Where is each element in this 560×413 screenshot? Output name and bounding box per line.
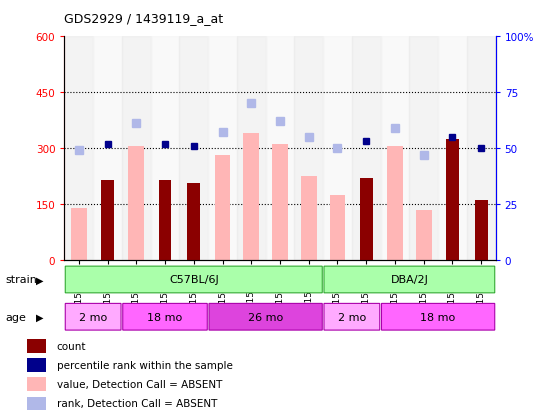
- Bar: [360, 178, 373, 260]
- Bar: [352, 37, 381, 260]
- Bar: [64, 37, 93, 260]
- FancyBboxPatch shape: [66, 304, 121, 330]
- FancyBboxPatch shape: [324, 266, 494, 293]
- Bar: [301, 177, 316, 260]
- Bar: [381, 37, 409, 260]
- Bar: [272, 145, 288, 260]
- Bar: [295, 37, 323, 260]
- Text: value, Detection Call = ABSENT: value, Detection Call = ABSENT: [57, 380, 222, 389]
- Bar: [27, 339, 46, 353]
- Bar: [27, 377, 46, 391]
- Bar: [187, 184, 200, 260]
- Text: count: count: [57, 341, 86, 351]
- Bar: [93, 37, 122, 260]
- Bar: [208, 37, 237, 260]
- Bar: [214, 156, 230, 260]
- FancyBboxPatch shape: [209, 304, 322, 330]
- Bar: [244, 134, 259, 260]
- Text: percentile rank within the sample: percentile rank within the sample: [57, 360, 232, 370]
- Text: DBA/2J: DBA/2J: [390, 275, 428, 285]
- Bar: [122, 37, 151, 260]
- Bar: [27, 396, 46, 411]
- Text: ▶: ▶: [36, 312, 44, 322]
- Bar: [179, 37, 208, 260]
- Bar: [475, 201, 488, 260]
- Text: GDS2929 / 1439119_a_at: GDS2929 / 1439119_a_at: [64, 12, 223, 25]
- Text: 2 mo: 2 mo: [79, 312, 108, 322]
- Text: strain: strain: [6, 275, 38, 285]
- Bar: [237, 37, 265, 260]
- Bar: [446, 140, 459, 260]
- Bar: [416, 210, 432, 260]
- Text: 26 mo: 26 mo: [248, 312, 283, 322]
- Bar: [409, 37, 438, 260]
- Bar: [158, 180, 171, 260]
- Text: 2 mo: 2 mo: [338, 312, 366, 322]
- Bar: [467, 37, 496, 260]
- Text: age: age: [6, 312, 26, 322]
- Bar: [323, 37, 352, 260]
- Bar: [330, 195, 346, 260]
- Bar: [387, 147, 403, 260]
- Text: 18 mo: 18 mo: [421, 312, 456, 322]
- Text: rank, Detection Call = ABSENT: rank, Detection Call = ABSENT: [57, 399, 217, 408]
- FancyBboxPatch shape: [381, 304, 494, 330]
- Bar: [71, 208, 87, 260]
- Text: ▶: ▶: [36, 275, 44, 285]
- FancyBboxPatch shape: [66, 266, 322, 293]
- Bar: [265, 37, 295, 260]
- Bar: [101, 180, 114, 260]
- Bar: [151, 37, 179, 260]
- FancyBboxPatch shape: [324, 304, 380, 330]
- Text: 18 mo: 18 mo: [147, 312, 183, 322]
- Bar: [128, 147, 144, 260]
- Text: C57BL/6J: C57BL/6J: [169, 275, 218, 285]
- Bar: [438, 37, 467, 260]
- Bar: [27, 358, 46, 372]
- FancyBboxPatch shape: [123, 304, 207, 330]
